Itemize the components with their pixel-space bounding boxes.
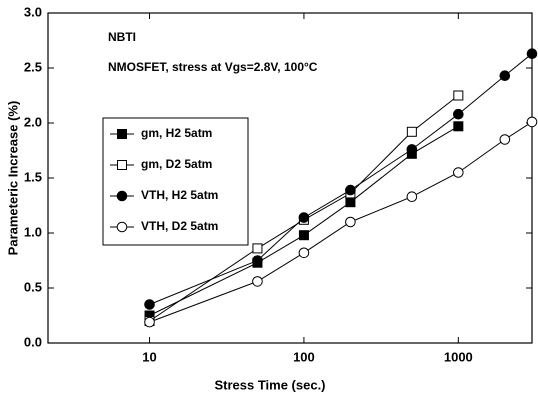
x-tick-label: 1000 <box>444 349 473 364</box>
annotation: NBTI <box>108 30 136 44</box>
y-tick-label: 2.5 <box>24 59 42 74</box>
legend-label: VTH, H2 5atm <box>141 188 218 202</box>
data-point <box>499 134 511 145</box>
y-tick-label: 0.5 <box>24 279 42 294</box>
legend-label: VTH, D2 5atm <box>141 219 218 233</box>
legend-marker <box>116 190 128 202</box>
data-point <box>252 243 263 254</box>
legend-box <box>102 117 249 246</box>
data-point <box>453 121 464 132</box>
data-point <box>252 255 263 266</box>
data-point <box>345 197 356 208</box>
y-tick-label: 0.0 <box>24 334 42 349</box>
data-point <box>144 299 155 310</box>
x-tick-label: 100 <box>293 349 315 364</box>
data-point <box>453 90 464 101</box>
data-point <box>406 191 418 202</box>
series-line <box>149 53 533 305</box>
data-point <box>298 230 309 241</box>
data-point <box>453 167 464 178</box>
data-point <box>526 48 538 60</box>
x-tick-label: 10 <box>142 349 156 364</box>
data-point <box>345 184 356 196</box>
data-point <box>526 116 538 128</box>
series-line <box>149 121 533 323</box>
data-point <box>298 212 310 223</box>
data-point <box>298 247 310 259</box>
data-point <box>406 144 418 155</box>
x-axis-label: Stress Time (sec.) <box>214 377 325 392</box>
series-line <box>149 125 459 316</box>
legend-marker <box>117 160 127 170</box>
data-point <box>144 316 155 328</box>
legend-label: gm, H2 5atm <box>141 126 212 140</box>
y-tick-label: 3.0 <box>24 4 42 19</box>
annotation: NMOSFET, stress at Vgs=2.8V, 100°C <box>108 60 318 74</box>
data-point <box>453 108 464 120</box>
legend-marker <box>117 129 127 139</box>
data-point <box>345 216 356 228</box>
series-line <box>149 95 459 322</box>
legend-marker <box>116 221 128 233</box>
data-point <box>499 70 511 81</box>
legend-label: gm, D2 5atm <box>141 157 212 171</box>
y-tick-label: 1.5 <box>24 169 42 184</box>
y-tick-label: 2.0 <box>24 114 42 129</box>
data-point <box>252 276 263 287</box>
data-point <box>406 126 417 137</box>
y-axis-label: Parameteric Increase (%) <box>5 101 20 256</box>
y-tick-label: 1.0 <box>24 224 42 239</box>
